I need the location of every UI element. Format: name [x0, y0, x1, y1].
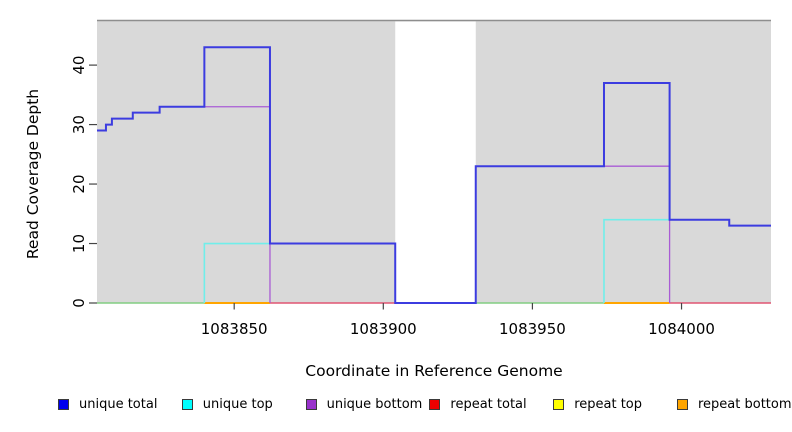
y-axis-title: Read Coverage Depth [24, 89, 42, 259]
series-line-unique-total [97, 46, 771, 304]
legend-swatch-repeat-top [553, 399, 565, 410]
segment-unique-top-step-left [203, 242, 270, 303]
legend-label-unique-bottom: unique bottom [326, 397, 423, 412]
legend-item-unique-top: unique top [181, 397, 306, 412]
x-axis: 1083850 1083900 1083950 1084000 [201, 303, 715, 338]
x-axis-title: Coordinate in Reference Genome [305, 362, 562, 380]
coverage-gap-region [395, 21, 476, 304]
plot-area [97, 19, 771, 304]
legend-swatch-repeat-bottom [676, 399, 688, 410]
legend-label-unique-top: unique top [202, 397, 273, 412]
legend-item-repeat-total: repeat total [429, 398, 553, 411]
x-tick-label: 1084000 [648, 320, 715, 338]
legend-label-repeat-top: repeat top [574, 397, 642, 412]
y-tick-label: 10 [70, 234, 88, 253]
legend-swatch-unique-total [58, 399, 69, 410]
legend-label-repeat-total: repeat total [450, 397, 527, 412]
legend-swatch-repeat-total [429, 399, 441, 410]
legend-item-repeat-bottom: repeat bottom [676, 397, 792, 412]
x-tick-label: 1083900 [350, 320, 417, 338]
x-tick-label: 1083950 [499, 320, 566, 338]
segment-unique-top-step-right [603, 218, 670, 303]
legend: unique total unique top unique bottom repea… [58, 397, 792, 412]
legend-item-unique-bottom: unique bottom [305, 397, 430, 412]
x-tick-label: 1083850 [201, 320, 268, 338]
legend-swatch-unique-bottom [305, 399, 317, 410]
y-tick-label: 40 [70, 56, 88, 75]
legend-item-unique-total: unique total [58, 398, 182, 411]
y-tick-label: 30 [70, 115, 88, 134]
legend-item-repeat-top: repeat top [553, 398, 677, 411]
y-tick-label: 20 [70, 175, 88, 194]
legend-label-repeat-bottom: repeat bottom [697, 397, 792, 412]
y-axis: 0 10 20 30 40 [70, 56, 97, 308]
y-tick-label: 0 [70, 298, 88, 308]
legend-swatch-unique-top [181, 399, 193, 410]
legend-label-unique-total: unique total [79, 397, 158, 412]
